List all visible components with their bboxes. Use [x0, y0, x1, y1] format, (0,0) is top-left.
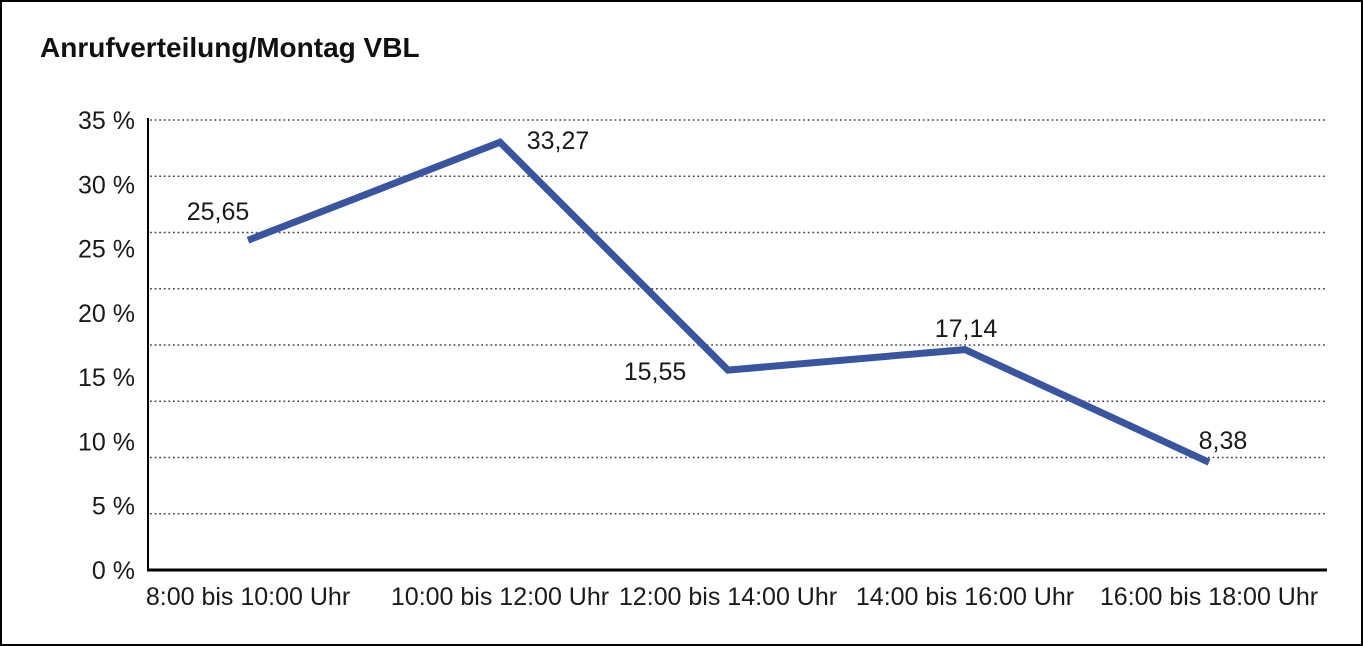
data-value-label: 25,65 [187, 198, 250, 226]
x-axis-tick-label: 12:00 bis 14:00 Uhr [619, 583, 837, 611]
y-axis-tick-label: 25 % [78, 236, 135, 264]
data-value-label: 17,14 [935, 315, 998, 343]
x-axis-tick-label: 8:00 bis 10:00 Uhr [146, 583, 350, 611]
chart-title: Anrufverteilung/Montag VBL [40, 32, 420, 63]
y-axis-tick-label: 0 % [92, 557, 135, 585]
y-axis-tick-label: 30 % [78, 171, 135, 199]
series-line [246, 138, 1211, 466]
x-axis-tick-label: 10:00 bis 12:00 Uhr [391, 583, 609, 611]
y-axis-tick-label: 35 % [78, 107, 135, 135]
data-value-label: 15,55 [624, 358, 687, 386]
y-axis-tick-label: 20 % [78, 300, 135, 328]
x-axis-tick-label: 16:00 bis 18:00 Uhr [1100, 583, 1318, 611]
y-axis-tick-label: 10 % [78, 428, 135, 456]
data-value-label: 8,38 [1199, 427, 1248, 455]
y-axis-tick-label: 5 % [92, 493, 135, 521]
y-axis-tick-label: 15 % [78, 364, 135, 392]
data-value-label: 33,27 [527, 127, 590, 155]
x-axis-tick-label: 14:00 bis 16:00 Uhr [856, 583, 1074, 611]
